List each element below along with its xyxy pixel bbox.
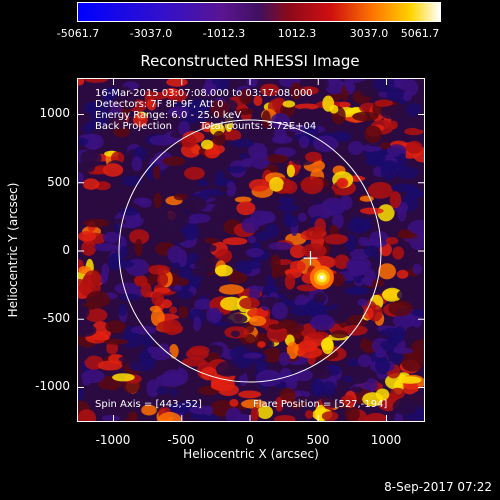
y-tick-label: -500 bbox=[42, 311, 70, 325]
axis-ticks bbox=[78, 79, 424, 421]
energy-range-text: Energy Range: 6.0 - 25.0 keV bbox=[95, 110, 242, 121]
colorbar-tick: 3037.0 bbox=[349, 27, 389, 40]
solar-image-heatmap bbox=[78, 79, 424, 421]
y-tick-label: 1000 bbox=[39, 106, 70, 120]
x-tick-label: 500 bbox=[306, 433, 330, 447]
x-tick-label: -1000 bbox=[95, 433, 131, 447]
total-counts-text: Total counts: 3.72E+04 bbox=[200, 121, 317, 132]
colorbar-tick: -1012.3 bbox=[202, 27, 246, 40]
y-axis-label: Heliocentric Y (arcsec) bbox=[6, 182, 20, 318]
solar-image-plot bbox=[77, 78, 425, 422]
y-tick-label: 500 bbox=[47, 175, 70, 189]
solar-limb bbox=[118, 119, 382, 383]
flare-source bbox=[319, 275, 324, 280]
colorbar-tick: -5061.7 bbox=[56, 27, 100, 40]
flare-position-text: Flare Position = [527,-194] bbox=[253, 399, 388, 410]
date-range-text: 16-Mar-2015 03:07:08.000 to 03:17:08.000 bbox=[95, 88, 313, 99]
x-tick-label: 1000 bbox=[370, 433, 402, 447]
y-tick-label: 0 bbox=[62, 243, 70, 257]
spin-axis-marker bbox=[303, 251, 318, 266]
x-axis-label: Heliocentric X (arcsec) bbox=[183, 447, 319, 461]
x-tick-label: 0 bbox=[246, 433, 254, 447]
method-text: Back Projection bbox=[95, 121, 172, 132]
render-timestamp: 8-Sep-2017 07:22 bbox=[384, 480, 492, 494]
colorbar-tick: 1012.3 bbox=[277, 27, 317, 40]
colorbar bbox=[77, 2, 441, 22]
y-tick-label: -1000 bbox=[35, 379, 70, 393]
detectors-text: Detectors: 7F 8F 9F, Att 0 bbox=[95, 99, 224, 110]
colorbar-gradient bbox=[78, 3, 440, 21]
colorbar-tick: 5061.7 bbox=[400, 27, 440, 40]
spin-axis-text: Spin Axis = [443,-52] bbox=[95, 399, 202, 410]
image-title: Reconstructed RHESSI Image bbox=[140, 52, 360, 70]
colorbar-tick: -3037.0 bbox=[129, 27, 173, 40]
x-tick-label: -500 bbox=[167, 433, 195, 447]
